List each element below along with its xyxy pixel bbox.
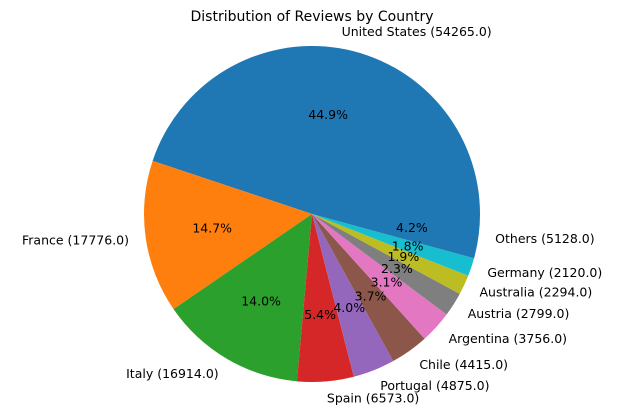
slice-label-france: France (17776.0): [22, 232, 129, 247]
slice-label-australia: Australia (2294.0): [479, 285, 592, 300]
pie-slice-italy: [173, 214, 312, 382]
percent-label-united-states: 44.9%: [308, 107, 348, 122]
slice-label-spain: Spain (6573.0): [327, 391, 419, 406]
slice-label-germany: Germany (2120.0): [487, 265, 602, 280]
percent-label-italy: 14.0%: [241, 294, 281, 309]
pie-slice-others: [312, 214, 480, 259]
percent-label-others: 4.2%: [396, 220, 428, 235]
slice-label-austria: Austria (2799.0): [468, 306, 570, 321]
pie-slice-germany: [312, 214, 475, 276]
pie-slice-united-states: [152, 45, 480, 214]
slice-label-united-states: United States (54265.0): [342, 24, 492, 39]
pie-slice-austria: [312, 214, 460, 315]
percent-label-austria: 2.3%: [381, 261, 413, 276]
pie-slice-argentina: [312, 214, 447, 339]
chart-title: Distribution of Reviews by Country: [190, 9, 433, 25]
slice-label-portugal: Portugal (4875.0): [380, 378, 489, 393]
slice-labels: United States (54265.0) France (17776.0) I…: [22, 24, 602, 406]
slice-label-argentina: Argentina (3756.0): [449, 331, 567, 346]
pie-slice-portugal: [312, 214, 394, 377]
pie-slice-spain: [296, 214, 354, 382]
pie-slice-chile: [312, 214, 425, 362]
pie-slice-france: [143, 160, 312, 310]
percent-label-chile: 3.7%: [355, 289, 387, 304]
percent-label-portugal: 4.0%: [333, 300, 365, 315]
percent-label-australia: 1.9%: [387, 249, 419, 264]
percent-label-argentina: 3.1%: [371, 274, 403, 289]
slice-label-chile: Chile (4415.0): [419, 357, 508, 372]
pie-slice-australia: [312, 214, 469, 294]
percent-labels: 44.9% 14.7% 14.0% 5.4%4.0%3.7%3.1%2.3%1.9%1…: [192, 107, 428, 322]
pie-slices: [143, 45, 480, 382]
slice-label-others: Others (5128.0): [495, 231, 594, 246]
slice-label-italy: Italy (16914.0): [126, 366, 219, 381]
percent-label-germany: 1.8%: [392, 238, 424, 253]
percent-label-spain: 5.4%: [304, 307, 336, 322]
percent-label-france: 14.7%: [192, 221, 232, 236]
